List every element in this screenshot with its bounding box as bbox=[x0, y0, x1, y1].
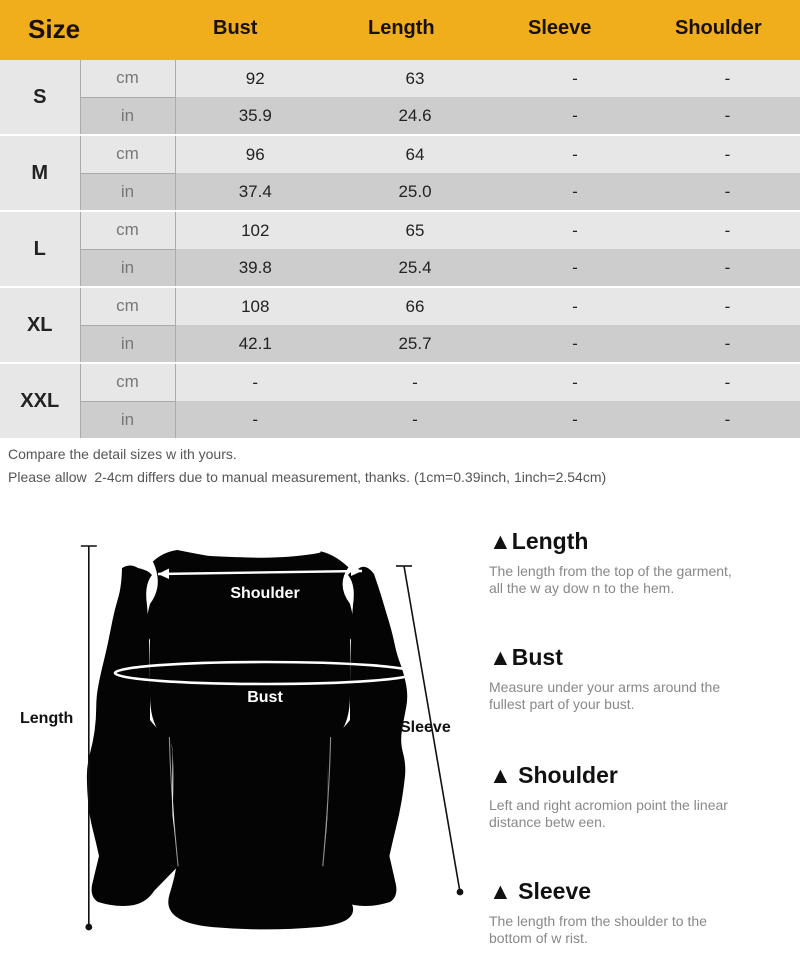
svg-text:Shoulder: Shoulder bbox=[230, 585, 299, 602]
svg-text:Bust: Bust bbox=[247, 689, 283, 706]
svg-text:Sleeve: Sleeve bbox=[400, 719, 451, 736]
svg-text:Length: Length bbox=[20, 710, 73, 727]
